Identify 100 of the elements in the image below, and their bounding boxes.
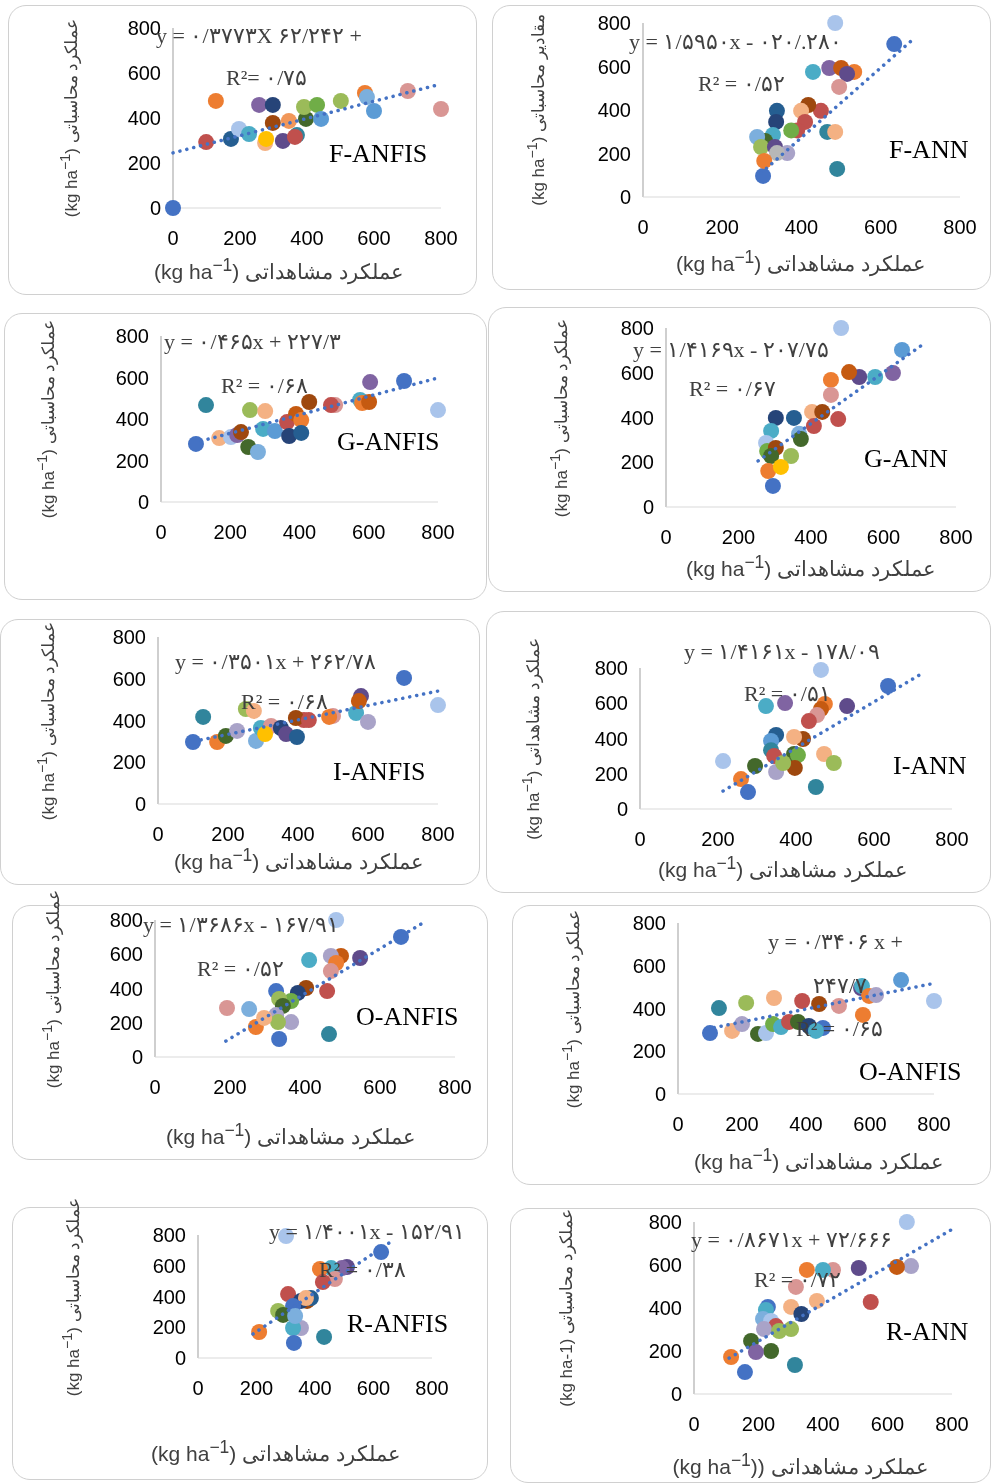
annotation: y = ۱/۳۶۸۶x - ۱۶۷/۹۱ — [143, 912, 339, 937]
point — [185, 734, 201, 750]
annotation: y = ۱/۵۹۵۰x - ۰۲۰/.۲۸۰ — [629, 29, 843, 54]
point — [886, 36, 903, 53]
point — [264, 96, 281, 113]
y-tick-label: 400 — [632, 997, 666, 1020]
point — [165, 200, 181, 216]
point — [766, 990, 782, 1007]
y-tick-label: 200 — [109, 1011, 143, 1034]
point — [313, 110, 330, 127]
x-tick-label: 800 — [421, 521, 455, 543]
point — [808, 1292, 825, 1309]
y-tick-label: 800 — [112, 626, 146, 648]
y-tick-label: 600 — [632, 954, 666, 977]
y-tick-label: 0 — [642, 496, 654, 518]
point — [831, 78, 848, 95]
point — [266, 423, 283, 440]
text: R-ANFIS — [347, 1309, 449, 1338]
x-tick-label: 200 — [725, 1113, 759, 1135]
point — [747, 758, 764, 774]
y-tick-label: 600 — [112, 667, 146, 690]
point — [433, 101, 449, 117]
text: O-ANFIS — [356, 1002, 459, 1031]
point — [753, 138, 770, 155]
x-tick-label: 200 — [721, 526, 756, 548]
point — [257, 403, 274, 420]
point — [271, 1031, 288, 1048]
text: F-ANN — [889, 135, 969, 164]
x-tick-label: 600 — [853, 1113, 887, 1135]
annotation: R² = ۰/۵۱ — [744, 681, 831, 706]
point — [833, 320, 850, 336]
point — [763, 422, 780, 439]
y-tick-label: 400 — [620, 406, 654, 429]
point — [736, 1364, 753, 1381]
point — [207, 92, 224, 109]
y-tick-label: 200 — [127, 152, 161, 174]
y-tick-label: 200 — [594, 762, 628, 785]
text: I-ANN — [893, 751, 967, 780]
x-tick-label: 400 — [806, 1413, 840, 1435]
point — [783, 447, 800, 464]
x-tick-label: 800 — [415, 1377, 449, 1399]
point — [258, 130, 275, 147]
point — [816, 746, 833, 763]
point — [301, 952, 318, 969]
point — [295, 98, 312, 115]
point — [841, 364, 858, 381]
point — [430, 402, 446, 419]
y-tick-label: 600 — [109, 943, 143, 966]
point — [830, 411, 847, 428]
point — [321, 708, 338, 725]
y-tick-label: 400 — [597, 99, 631, 121]
x-tick-label: 600 — [363, 1076, 397, 1098]
point — [777, 695, 794, 712]
x-tick-label: 200 — [701, 828, 735, 850]
annotation: R² = ۰/۶۸ — [221, 373, 308, 398]
point — [830, 997, 847, 1014]
point — [786, 728, 803, 745]
point — [747, 1344, 764, 1361]
point — [792, 430, 809, 447]
point — [321, 1026, 337, 1043]
y-tick-label: 200 — [115, 449, 149, 472]
point — [786, 1356, 803, 1373]
point — [812, 102, 829, 119]
y-tick-label: 400 — [109, 977, 143, 1000]
x-tick-label: 600 — [357, 227, 391, 249]
point — [783, 122, 800, 139]
x-tick-label: 800 — [421, 823, 455, 845]
x-tick-label: 600 — [352, 521, 386, 543]
point — [800, 713, 817, 730]
y-tick-label: 600 — [620, 361, 654, 384]
y-tick-label: 0 — [149, 197, 161, 219]
x-tick-label: 400 — [282, 521, 317, 543]
point — [322, 963, 339, 980]
y-tick-label: 200 — [648, 1340, 682, 1362]
point — [812, 661, 829, 678]
point — [270, 1014, 286, 1031]
point — [804, 63, 821, 80]
x-tick-label: 400 — [281, 823, 315, 845]
point — [783, 1321, 800, 1338]
y-tick-label: 600 — [594, 692, 628, 715]
x-tick-label: 800 — [424, 227, 458, 249]
x-tick-label: 200 — [741, 1413, 776, 1435]
point — [396, 373, 413, 390]
y-tick-label: 0 — [131, 1046, 143, 1068]
text: G-ANFIS — [337, 427, 440, 456]
point — [888, 1258, 905, 1275]
point — [839, 65, 856, 82]
y-tick-label: 600 — [127, 62, 161, 84]
point — [822, 386, 839, 403]
y-tick-label: 0 — [619, 186, 631, 208]
y-tick-label: 800 — [632, 912, 666, 934]
point — [288, 728, 305, 745]
point — [257, 726, 274, 743]
point — [760, 462, 777, 479]
y-tick-label: 600 — [152, 1254, 186, 1277]
y-tick-label: 200 — [112, 751, 146, 774]
y-tick-label: 800 — [115, 325, 149, 347]
point — [893, 972, 910, 989]
point — [301, 393, 318, 410]
annotation: y = ۰/۳۴۰۶ x + — [768, 929, 903, 954]
